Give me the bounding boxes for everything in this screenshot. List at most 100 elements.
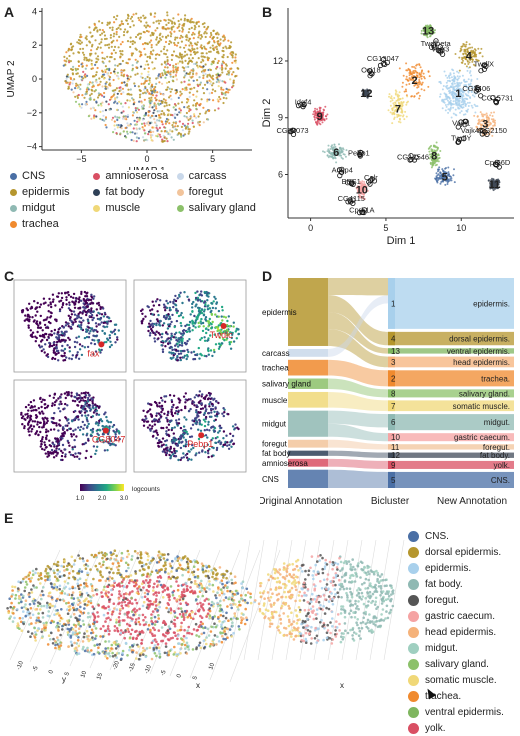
umap-point xyxy=(171,136,173,138)
umap-point xyxy=(81,66,83,68)
umap-point xyxy=(140,17,142,19)
expression-point xyxy=(175,336,177,338)
umap-point xyxy=(197,51,199,53)
expression-point xyxy=(59,310,61,312)
umap-point xyxy=(160,50,162,52)
bicluster-point xyxy=(469,66,471,68)
expression-point xyxy=(54,304,56,306)
umap-point xyxy=(146,60,148,62)
umap-point xyxy=(115,132,117,134)
umap-point xyxy=(106,24,108,26)
expression-point xyxy=(55,399,57,401)
umap-point xyxy=(199,124,201,126)
expression-point xyxy=(52,417,54,419)
expression-point xyxy=(95,422,97,424)
umap-point xyxy=(125,127,127,129)
umap-point xyxy=(182,135,184,137)
umap-point xyxy=(135,36,137,38)
umap-point xyxy=(88,115,90,117)
umap-point xyxy=(167,70,169,72)
expression-point xyxy=(96,446,98,448)
umap-point xyxy=(99,118,101,120)
umap-point xyxy=(107,68,109,70)
expression-point xyxy=(232,425,234,427)
expression-point xyxy=(57,440,59,442)
expression-point xyxy=(31,406,33,408)
umap-point xyxy=(162,74,164,76)
y-tick-label: 4 xyxy=(32,6,37,16)
umap-point xyxy=(136,136,138,138)
expression-point xyxy=(30,424,32,426)
bicluster-point xyxy=(458,82,460,84)
umap-point xyxy=(174,37,176,39)
expression-point xyxy=(206,299,208,301)
expression-point xyxy=(57,452,59,454)
bicluster-point xyxy=(455,53,457,55)
umap-point xyxy=(83,59,85,61)
umap-point xyxy=(101,102,103,104)
umap-point xyxy=(216,76,218,78)
umap-point xyxy=(113,124,115,126)
umap-point xyxy=(176,114,178,116)
bicluster-point xyxy=(446,77,448,79)
expression-point xyxy=(211,302,213,304)
expression-point xyxy=(88,394,90,396)
bicluster-point xyxy=(477,116,479,118)
legend-swatch xyxy=(10,205,17,212)
expression-point xyxy=(182,452,184,454)
expression-point xyxy=(177,297,179,299)
umap-point xyxy=(78,103,80,105)
bicluster-point xyxy=(402,82,404,84)
umap-point xyxy=(94,90,96,92)
expression-point xyxy=(90,316,92,318)
expression-point xyxy=(45,327,47,329)
bicluster-point xyxy=(390,100,392,102)
expression-point xyxy=(205,355,207,357)
expression-point xyxy=(74,400,76,402)
umap-point xyxy=(72,66,74,68)
expression-point xyxy=(60,403,62,405)
gene-label: Idgf4 xyxy=(295,97,312,106)
umap-point xyxy=(234,56,236,58)
expression-point xyxy=(56,341,58,343)
bicluster-point xyxy=(446,82,448,84)
umap-point xyxy=(157,135,159,137)
expression-point xyxy=(184,355,186,357)
bicluster-point xyxy=(411,66,413,68)
bicluster-point xyxy=(448,96,450,98)
umap-point xyxy=(145,92,147,94)
expression-point xyxy=(207,423,209,425)
bicluster-point xyxy=(490,112,492,114)
expression-point xyxy=(171,411,173,413)
umap-point xyxy=(150,131,152,133)
expression-point xyxy=(65,324,67,326)
expression-point xyxy=(175,332,177,334)
umap-point xyxy=(186,34,188,36)
umap-point xyxy=(128,78,130,80)
expression-point xyxy=(77,351,79,353)
legend-label: trachea xyxy=(22,218,59,230)
umap-point xyxy=(98,94,100,96)
umap-point xyxy=(171,54,173,56)
expression-point xyxy=(50,315,52,317)
expression-point xyxy=(61,306,63,308)
expression-point xyxy=(71,420,73,422)
umap-point xyxy=(123,75,125,77)
umap-point xyxy=(210,32,212,34)
umap-point xyxy=(143,139,145,141)
expression-point xyxy=(42,436,44,438)
bicluster-point xyxy=(398,121,400,123)
expression-point xyxy=(84,396,86,398)
bicluster-point xyxy=(450,104,452,106)
umap-point xyxy=(136,140,138,142)
expression-point xyxy=(210,323,212,325)
expression-point xyxy=(83,392,85,394)
umap-point xyxy=(222,102,224,104)
umap-point xyxy=(165,123,167,125)
cluster-label: 8 xyxy=(431,151,437,163)
expression-point xyxy=(181,344,183,346)
umap-point xyxy=(224,82,226,84)
bicluster-point xyxy=(492,121,494,123)
bicluster-point xyxy=(402,102,404,104)
expression-point xyxy=(23,427,25,429)
